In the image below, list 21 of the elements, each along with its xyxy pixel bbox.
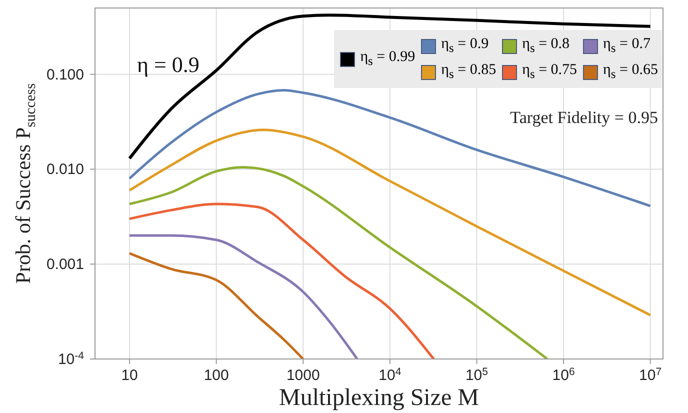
legend-label: η$_{s}$ = 0.8 <box>522 36 570 56</box>
x-tick-label: 100 <box>204 367 229 384</box>
x-tick-label: 10$^{4}$ <box>378 366 402 384</box>
annotation: η = 0.9 <box>137 52 200 78</box>
x-tick-label: 10$^{5}$ <box>465 366 488 384</box>
legend-label: η$_{s}$ = 0.9 <box>441 36 489 56</box>
x-tick-label: 1000 <box>286 367 320 384</box>
legend-label: η$_{s}$ = 0.99 <box>360 49 416 69</box>
legend-label: η$_{s}$ = 0.65 <box>603 62 658 82</box>
annotation: Target Fidelity = 0.95 <box>510 108 658 128</box>
x-tick-label: 10$^{6}$ <box>552 366 575 384</box>
y-tick-label: 10$^{-4}$ <box>58 350 84 368</box>
legend-label: η$_{s}$ = 0.75 <box>522 62 578 82</box>
y-tick-label: 0.010 <box>46 161 84 178</box>
legend-label: η$_{s}$ = 0.7 <box>603 36 650 56</box>
x-tick-label: 10$^{7}$ <box>639 366 662 384</box>
legend-label: η$_{s}$ = 0.85 <box>441 62 496 82</box>
y-tick-label: 0.001 <box>46 256 84 274</box>
x-axis-title: Multiplexing Size M <box>279 385 479 411</box>
y-tick-label: 0.100 <box>46 66 84 84</box>
x-tick-label: 10 <box>121 367 138 384</box>
